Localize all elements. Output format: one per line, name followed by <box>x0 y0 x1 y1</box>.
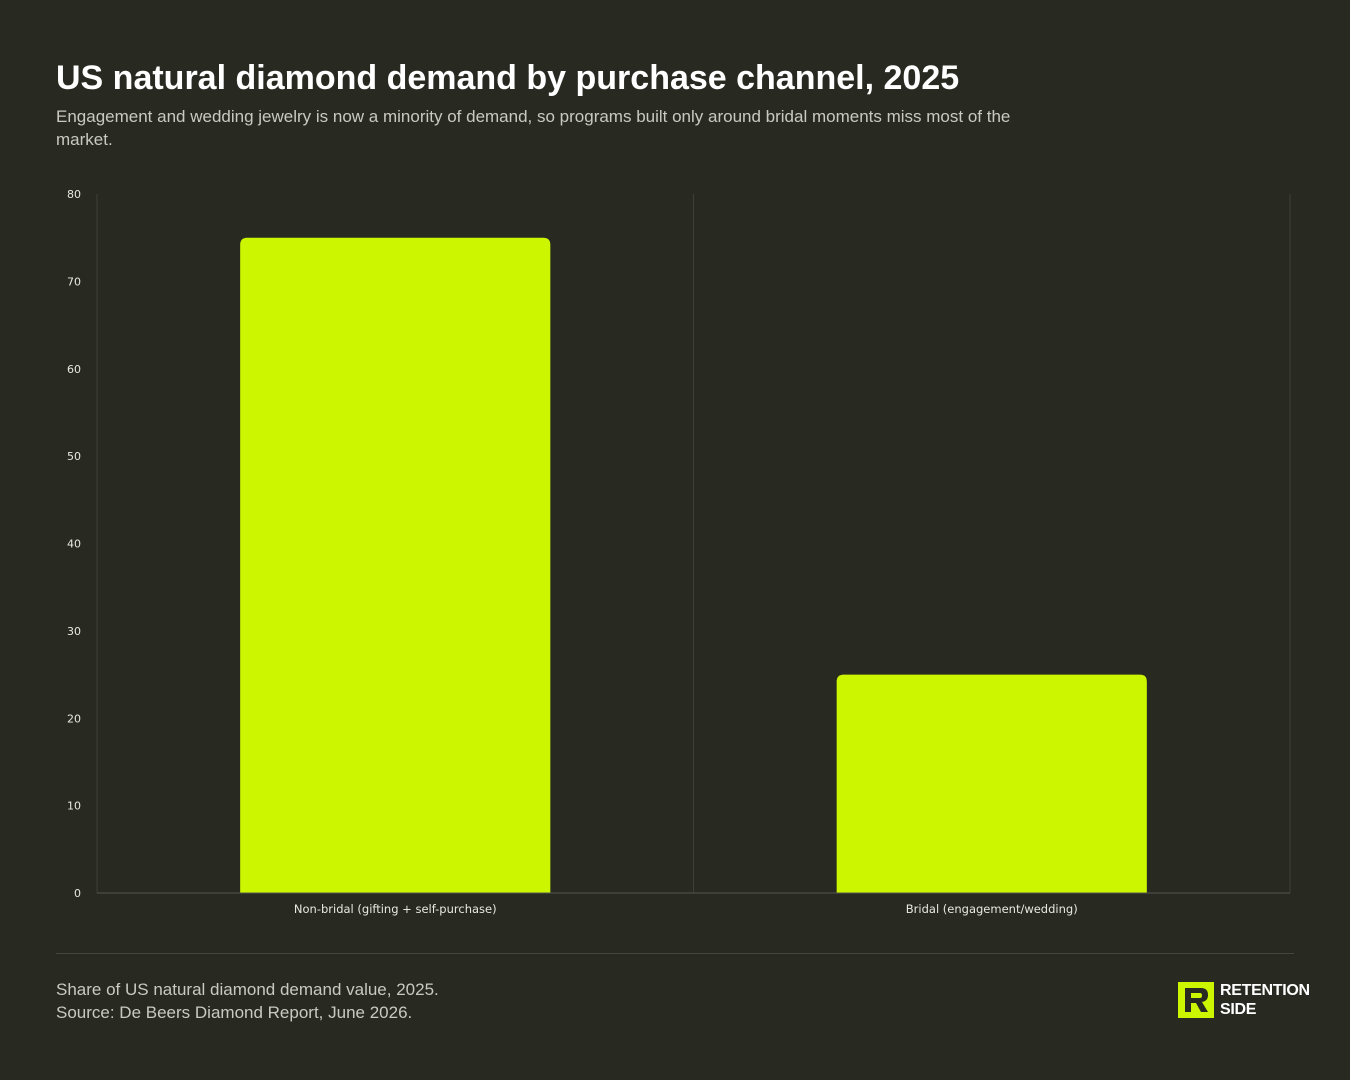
bars <box>240 237 1147 893</box>
bar <box>240 237 551 893</box>
y-tick-label: 10 <box>67 800 81 813</box>
chart-title: US natural diamond demand by purchase ch… <box>56 59 960 97</box>
y-tick-label: 50 <box>67 450 81 463</box>
y-tick-label: 80 <box>67 188 81 201</box>
footer-notes: Share of US natural diamond demand value… <box>56 978 439 1024</box>
axis-labels: 0 10 20 30 40 50 60 70 80 Non-bridal (gifting + s… <box>67 188 1078 916</box>
footer-source: Source: De Beers Diamond Report, June 20… <box>56 1003 413 1022</box>
brand-logo: RETENTION SIDE <box>1178 981 1310 1019</box>
x-tick-label: Non-bridal (gifting + self-purchase) <box>294 902 497 916</box>
brand-wordmark: RETENTION SIDE <box>1220 981 1310 1019</box>
brand-line-2: SIDE <box>1220 1001 1257 1018</box>
axes <box>96 194 1290 894</box>
chart-subtitle: Engagement and wedding jewelry is now a … <box>56 107 1011 149</box>
bar-chart: 0 10 20 30 40 50 60 70 80 Non-bridal (gifting + s… <box>67 188 1291 916</box>
bar <box>836 674 1147 893</box>
y-tick-label: 0 <box>74 887 81 900</box>
y-tick-label: 60 <box>67 363 81 376</box>
y-tick-label: 70 <box>67 275 81 288</box>
footer-note: Share of US natural diamond demand value… <box>56 980 439 999</box>
retention-side-logo-icon <box>1178 982 1214 1018</box>
y-tick-label: 40 <box>67 538 81 551</box>
footer-divider <box>56 953 1294 954</box>
y-tick-label: 20 <box>67 712 81 725</box>
grid-lines <box>693 194 1291 893</box>
x-tick-label: Bridal (engagement/wedding) <box>906 902 1078 916</box>
y-tick-label: 30 <box>67 625 81 638</box>
brand-line-1: RETENTION <box>1220 982 1310 999</box>
